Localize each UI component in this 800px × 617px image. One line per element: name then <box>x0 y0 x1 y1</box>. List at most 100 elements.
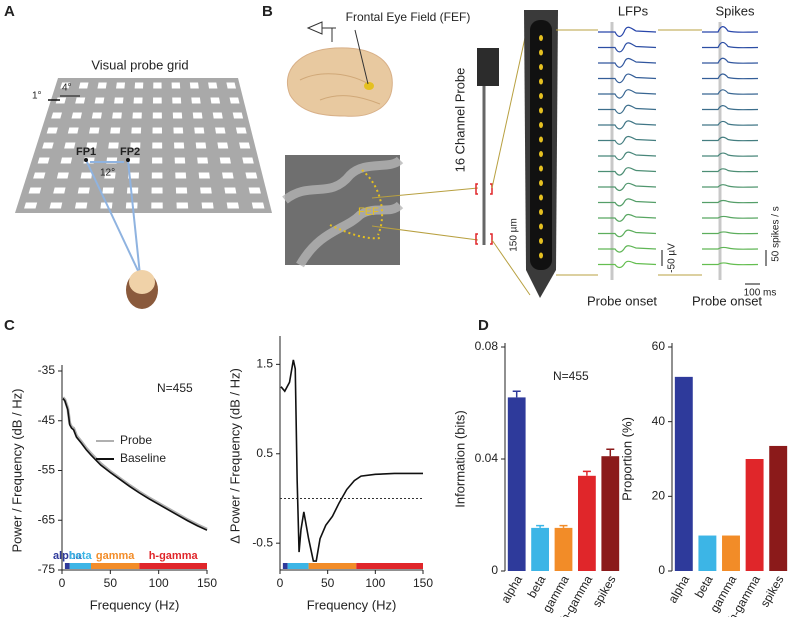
fixation-point <box>84 158 88 162</box>
grid-square <box>175 172 187 179</box>
grid-square <box>114 97 124 104</box>
region-label: Frontal Eye Field (FEF) <box>346 10 471 24</box>
spike-trace <box>702 199 759 204</box>
grid-square <box>194 127 205 134</box>
bar <box>745 459 764 571</box>
spike-trace <box>702 57 759 64</box>
grid-square <box>46 127 58 134</box>
spike-trace <box>702 26 759 33</box>
grid-square <box>172 112 183 119</box>
bar <box>769 445 788 571</box>
spike-trace <box>702 73 759 80</box>
spike-trace <box>702 246 759 250</box>
separation-label: 12° <box>100 168 115 179</box>
x-axis-label: Frequency (Hz) <box>90 597 180 612</box>
x-tick-label: 0 <box>277 576 284 590</box>
x-axis-label: Frequency (Hz) <box>307 597 397 612</box>
y-tick-label: -55 <box>38 463 56 477</box>
spike-trace <box>702 262 759 266</box>
grid-square <box>176 202 189 209</box>
grid-square <box>129 157 140 164</box>
contact <box>539 107 543 114</box>
spike-trace <box>702 168 759 173</box>
mri-label: FEF <box>358 206 379 218</box>
x-tick-label: 100 <box>365 576 385 590</box>
y-tick-label: -35 <box>38 363 56 377</box>
y-axis-label: Power / Frequency (dB / Hz) <box>9 389 24 553</box>
y-tick-label: -75 <box>38 562 56 576</box>
grid-square <box>116 82 126 89</box>
grid-square <box>245 172 258 179</box>
grid-square <box>226 202 240 209</box>
grid-square <box>110 127 121 134</box>
lfp-trace <box>598 182 657 192</box>
grid-square <box>235 127 247 134</box>
grid-square <box>171 82 181 89</box>
grid-square <box>60 157 73 164</box>
band-label: alpha <box>53 550 83 562</box>
grid-square <box>33 172 46 179</box>
grid-square <box>173 127 184 134</box>
y-tick-label: 0 <box>658 563 665 577</box>
grid-square <box>97 82 107 89</box>
bar <box>674 376 693 571</box>
gaze-line <box>85 159 141 276</box>
grid-square <box>219 157 231 164</box>
y-tick-label: 1.5 <box>256 357 273 371</box>
y-tick-label: 0.04 <box>475 451 499 465</box>
contact <box>539 122 543 128</box>
grid-square <box>53 187 66 194</box>
grid-square <box>174 157 186 164</box>
grid-square <box>133 97 143 104</box>
y-tick-label: 60 <box>652 339 666 353</box>
grid-square <box>189 82 199 89</box>
lfp-trace <box>598 57 657 68</box>
grid-square <box>28 187 42 194</box>
contact <box>539 223 543 230</box>
grid-square <box>55 97 67 104</box>
panel-letter: B <box>262 3 273 20</box>
x-tick-label: 100 <box>149 576 169 590</box>
grid-square <box>37 157 50 164</box>
grid-square <box>74 202 88 209</box>
x-tick-label: 50 <box>321 576 335 590</box>
grid-square <box>132 112 142 119</box>
grid-title: Visual probe grid <box>91 57 188 72</box>
orientation-icon <box>306 21 323 35</box>
grid-square <box>215 127 226 134</box>
grid-square <box>226 82 236 89</box>
y-axis-label: Δ Power / Frequency (dB / Hz) <box>227 368 242 544</box>
grid-squares <box>24 82 265 209</box>
scale-label: 1° <box>32 91 42 102</box>
y-tick-label: -45 <box>38 413 56 427</box>
scale-label: 50 spikes / s <box>771 206 782 262</box>
lfp-trace <box>598 167 657 176</box>
x-tick-label: beta <box>692 573 716 601</box>
grid-square <box>197 157 209 164</box>
grid-square <box>222 172 234 179</box>
grid-square <box>89 127 100 134</box>
grid-square <box>91 112 102 119</box>
y-axis-label: Proportion (%) <box>619 417 634 501</box>
annotation: N=455 <box>553 369 589 383</box>
error-bar <box>559 524 568 528</box>
x-tick-label: alpha <box>665 573 692 606</box>
traces <box>598 26 759 269</box>
x-tick-label: 150 <box>413 576 433 590</box>
grid-square <box>130 142 141 149</box>
grid-square <box>64 142 76 149</box>
connector <box>491 239 531 296</box>
y-tick-label: 20 <box>652 489 666 503</box>
grid-square <box>125 202 138 209</box>
probe-connector <box>477 48 499 86</box>
contact <box>539 49 543 56</box>
contact <box>539 78 543 85</box>
bar <box>554 527 573 571</box>
probe-grid <box>15 78 272 213</box>
panel-letter: A <box>4 3 15 20</box>
bar <box>698 535 717 571</box>
scale-label: 4° <box>62 83 72 94</box>
connector <box>371 187 479 199</box>
probe-contacts <box>539 35 543 259</box>
